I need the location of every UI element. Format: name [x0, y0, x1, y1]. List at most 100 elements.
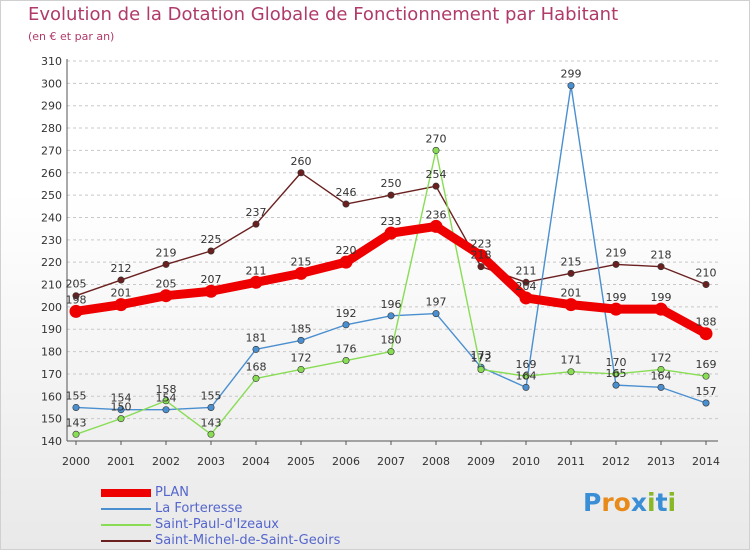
data-label-saint-paul: 270	[426, 132, 447, 145]
data-point-saint-paul	[72, 430, 80, 438]
data-point-plan	[249, 275, 263, 289]
x-tick-label: 2002	[152, 455, 180, 468]
data-point-la-forteresse	[657, 383, 665, 391]
data-label-saint-paul: 150	[111, 401, 132, 414]
logo-letter: P	[583, 488, 602, 517]
y-tick-label: 170	[41, 368, 62, 381]
axis-layer: 1401501601701801902002102202302402502602…	[41, 55, 720, 468]
y-tick-label: 260	[41, 167, 62, 180]
data-point-plan	[474, 248, 488, 262]
x-tick-label: 2007	[377, 455, 405, 468]
x-tick-label: 2003	[197, 455, 225, 468]
data-point-saint-michel	[387, 191, 395, 199]
y-tick-label: 150	[41, 413, 62, 426]
x-tick-label: 2000	[62, 455, 90, 468]
x-tick-label: 2011	[557, 455, 585, 468]
data-label-plan: 205	[156, 278, 177, 291]
data-label-la-forteresse: 173	[471, 349, 492, 362]
y-tick-label: 280	[41, 122, 62, 135]
legend-label-plan: PLAN	[155, 485, 189, 500]
y-tick-label: 140	[41, 435, 62, 448]
data-label-plan: 199	[651, 291, 672, 304]
data-label-plan: 198	[66, 293, 87, 306]
data-label-la-forteresse: 185	[291, 322, 312, 335]
data-point-la-forteresse	[162, 406, 170, 414]
x-tick-label: 2005	[287, 455, 315, 468]
data-label-saint-michel: 218	[651, 249, 672, 262]
chart-title: Evolution de la Dotation Globale de Fonc…	[28, 4, 619, 25]
data-point-la-forteresse	[522, 383, 530, 391]
x-tick-label: 2006	[332, 455, 360, 468]
data-label-la-forteresse: 299	[561, 68, 582, 81]
data-label-saint-michel: 218	[471, 249, 492, 262]
data-point-saint-michel	[162, 260, 170, 268]
data-label-saint-paul: 180	[381, 334, 402, 347]
data-label-la-forteresse: 181	[246, 331, 267, 344]
data-label-saint-paul: 143	[66, 416, 87, 429]
data-point-saint-michel	[612, 260, 620, 268]
data-point-saint-paul	[297, 365, 305, 373]
logo-letter: t	[655, 488, 668, 517]
data-point-la-forteresse	[72, 403, 80, 411]
data-label-layer: 205 212 219 225 237 260 246 250 254 218 211 215 219 2…	[66, 68, 717, 430]
logo-letter: o	[613, 488, 631, 517]
y-tick-label: 240	[41, 211, 62, 224]
x-tick-label: 2009	[467, 455, 495, 468]
data-point-plan	[69, 304, 83, 318]
data-point-saint-paul	[567, 368, 575, 376]
data-label-la-forteresse: 155	[201, 389, 222, 402]
data-point-la-forteresse	[567, 82, 575, 90]
y-tick-label: 230	[41, 234, 62, 247]
legend-label-la-forteresse: La Forteresse	[155, 501, 243, 516]
y-tick-label: 220	[41, 256, 62, 269]
data-point-la-forteresse	[117, 406, 125, 414]
data-label-saint-paul: 176	[336, 343, 357, 356]
data-label-saint-michel: 219	[156, 246, 177, 259]
data-label-plan: 223	[471, 237, 492, 250]
data-label-la-forteresse: 165	[606, 367, 627, 380]
x-tick-label: 2014	[692, 455, 720, 468]
legend-swatch-plan	[101, 489, 151, 497]
y-tick-label: 290	[41, 100, 62, 113]
data-label-saint-paul: 172	[471, 351, 492, 364]
data-label-saint-paul: 143	[201, 416, 222, 429]
data-point-plan	[654, 302, 668, 316]
data-point-plan	[159, 289, 173, 303]
legend-label-saint-michel: Saint-Michel-de-Saint-Geoirs	[155, 533, 341, 548]
data-point-saint-paul	[252, 374, 260, 382]
data-point-saint-michel	[342, 200, 350, 208]
data-label-plan: 215	[291, 255, 312, 268]
data-label-la-forteresse: 197	[426, 296, 447, 309]
data-label-saint-michel: 246	[336, 186, 357, 199]
data-label-saint-michel: 211	[516, 264, 537, 277]
data-label-la-forteresse: 157	[696, 385, 717, 398]
data-point-saint-paul	[702, 372, 710, 380]
y-tick-label: 190	[41, 323, 62, 336]
data-point-saint-paul	[342, 357, 350, 365]
data-point-la-forteresse	[297, 336, 305, 344]
data-label-saint-paul: 170	[606, 356, 627, 369]
data-point-saint-paul	[477, 365, 485, 373]
y-tick-label: 200	[41, 301, 62, 314]
data-point-saint-paul	[522, 372, 530, 380]
data-point-saint-michel	[432, 182, 440, 190]
data-point-plan	[384, 226, 398, 240]
data-point-saint-michel	[207, 247, 215, 255]
data-label-saint-michel: 215	[561, 255, 582, 268]
y-tick-label: 210	[41, 279, 62, 292]
data-label-plan: 211	[246, 264, 267, 277]
data-label-la-forteresse: 196	[381, 298, 402, 311]
data-label-saint-michel: 260	[291, 155, 312, 168]
data-label-la-forteresse: 164	[516, 369, 537, 382]
data-point-saint-michel	[522, 278, 530, 286]
data-point-plan	[519, 291, 533, 305]
data-label-la-forteresse: 154	[156, 392, 177, 405]
data-point-la-forteresse	[432, 310, 440, 318]
data-point-plan	[429, 219, 443, 233]
data-point-plan	[294, 266, 308, 280]
data-point-saint-paul	[432, 146, 440, 154]
data-label-plan: 201	[561, 287, 582, 300]
data-label-saint-michel: 225	[201, 233, 222, 246]
data-label-saint-paul: 158	[156, 383, 177, 396]
